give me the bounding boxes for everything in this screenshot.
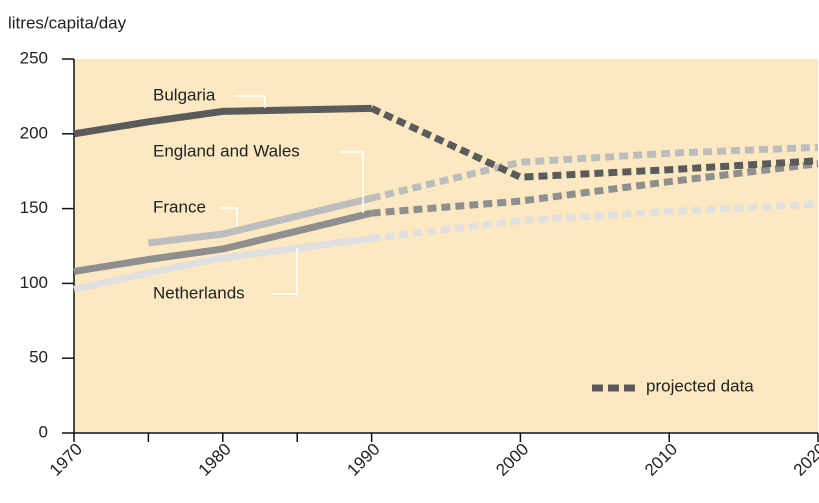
plot-background xyxy=(74,59,818,433)
projected-line xyxy=(370,105,819,181)
y-tick-label: 200 xyxy=(20,123,48,142)
y-tick-label: 250 xyxy=(20,48,48,67)
x-tick-label: 1980 xyxy=(195,440,235,480)
y-axis-label: litres/capita/day xyxy=(8,13,127,32)
y-tick-label: 50 xyxy=(29,348,48,367)
y-tick-label: 0 xyxy=(39,422,48,441)
line xyxy=(73,104,372,138)
x-tick-label: 1970 xyxy=(46,440,86,480)
y-tick-label: 150 xyxy=(20,198,48,217)
x-tick-label: 2010 xyxy=(641,440,681,480)
label-leader xyxy=(340,151,364,213)
series-label: Netherlands xyxy=(153,283,245,302)
label-leader xyxy=(234,95,266,108)
projected-line xyxy=(371,200,819,242)
series-label: England and Wales xyxy=(153,141,300,160)
legend-label: projected data xyxy=(646,376,754,395)
series-label: France xyxy=(153,197,206,216)
line xyxy=(73,209,373,275)
x-tick-label: 1990 xyxy=(343,440,383,480)
line xyxy=(147,194,373,247)
projected-line xyxy=(371,160,819,217)
x-tick-label: 2000 xyxy=(492,440,532,480)
x-tick-label: 2020 xyxy=(790,440,819,480)
projected-line xyxy=(370,143,819,202)
y-tick-label: 100 xyxy=(20,273,48,292)
label-leader xyxy=(272,248,298,295)
series-label: Bulgaria xyxy=(153,85,216,104)
label-leader xyxy=(220,207,238,226)
